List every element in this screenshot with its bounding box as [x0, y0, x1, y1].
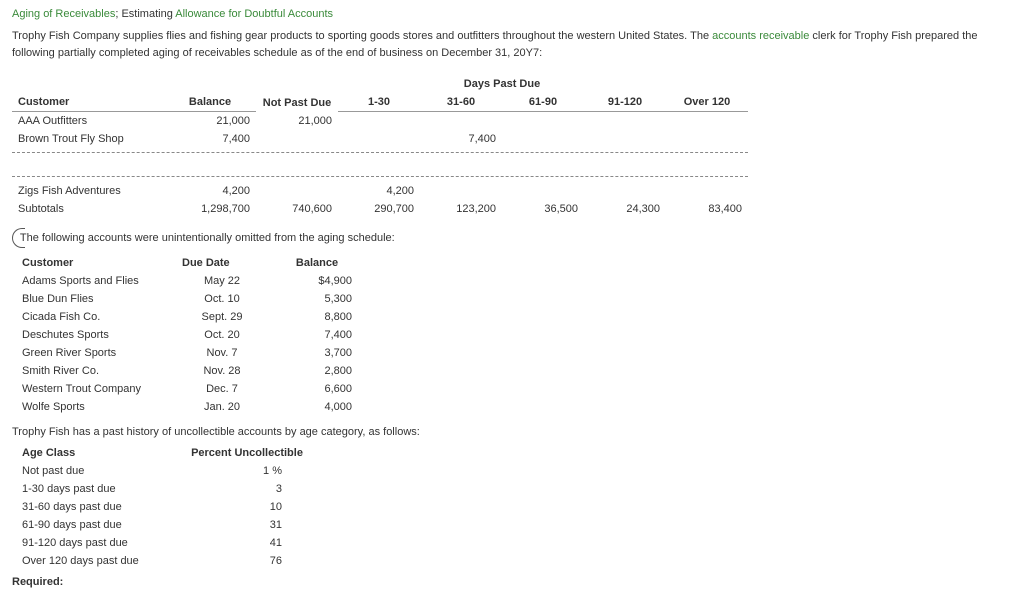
omitted-intro: The following accounts were unintentiona… — [12, 228, 1012, 248]
pct-hdr-age: Age Class — [12, 444, 172, 462]
title-part1: Aging of Receivables — [12, 8, 115, 20]
table-row: Cicada Fish Co. Sept. 29 8,800 — [12, 308, 362, 326]
hdr-balance: Balance — [164, 93, 256, 112]
table-row: Wolfe Sports Jan. 20 4,000 — [12, 398, 362, 416]
table-row: AAA Outfitters 21,000 21,000 — [12, 112, 748, 131]
table-row: Zigs Fish Adventures 4,200 4,200 — [12, 182, 748, 200]
table-row: 61-90 days past due 31 — [12, 516, 322, 534]
required-label: Required: — [12, 576, 1012, 588]
hdr-days-past-due: Days Past Due — [420, 75, 584, 93]
table-row: Blue Dun Flies Oct. 10 5,300 — [12, 290, 362, 308]
page-title: Aging of Receivables; Estimating Allowan… — [12, 8, 1012, 20]
percent-table: Age Class Percent Uncollectible Not past… — [12, 444, 322, 570]
omitted-intro-text: The following accounts were unintentiona… — [20, 232, 395, 244]
hdr-31-60: 31-60 — [420, 93, 502, 112]
hdr-1-30: 1-30 — [338, 93, 420, 112]
table-row: Green River Sports Nov. 7 3,700 — [12, 344, 362, 362]
table-row: Brown Trout Fly Shop 7,400 7,400 — [12, 130, 748, 148]
history-intro: Trophy Fish has a past history of uncoll… — [12, 426, 1012, 438]
table-row: Adams Sports and Flies May 22 $4,900 — [12, 272, 362, 290]
table-row: Subtotals 1,298,700 740,600 290,700 123,… — [12, 200, 748, 218]
intro-link[interactable]: accounts receivable — [712, 30, 809, 42]
table-row: 1-30 days past due 3 — [12, 480, 322, 498]
table-row: 31-60 days past due 10 — [12, 498, 322, 516]
title-sep: ; Estimating — [115, 8, 175, 20]
intro-text-a: Trophy Fish Company supplies flies and f… — [12, 30, 712, 42]
hdr-not-past: Not Past Due — [256, 75, 338, 112]
title-part2: Allowance for Doubtful Accounts — [175, 8, 333, 20]
table-row: Over 120 days past due 76 — [12, 552, 322, 570]
omitted-table: Customer Due Date Balance Adams Sports a… — [12, 254, 362, 416]
hdr-over120: Over 120 — [666, 93, 748, 112]
omit-hdr-due: Due Date — [172, 254, 272, 272]
hdr-91-120: 91-120 — [584, 93, 666, 112]
table-row: 91-120 days past due 41 — [12, 534, 322, 552]
table-row: Western Trout Company Dec. 7 6,600 — [12, 380, 362, 398]
table-row: Smith River Co. Nov. 28 2,800 — [12, 362, 362, 380]
hdr-customer: Customer — [12, 93, 164, 112]
pct-hdr-pct: Percent Uncollectible — [172, 444, 322, 462]
table-row: Not past due 1 % — [12, 462, 322, 480]
omit-hdr-customer: Customer — [12, 254, 172, 272]
hdr-61-90: 61-90 — [502, 93, 584, 112]
omit-hdr-balance: Balance — [272, 254, 362, 272]
aging-table: Not Past Due Days Past Due Customer Bala… — [12, 75, 748, 218]
table-row: Deschutes Sports Oct. 20 7,400 — [12, 326, 362, 344]
intro-paragraph: Trophy Fish Company supplies flies and f… — [12, 28, 1012, 61]
